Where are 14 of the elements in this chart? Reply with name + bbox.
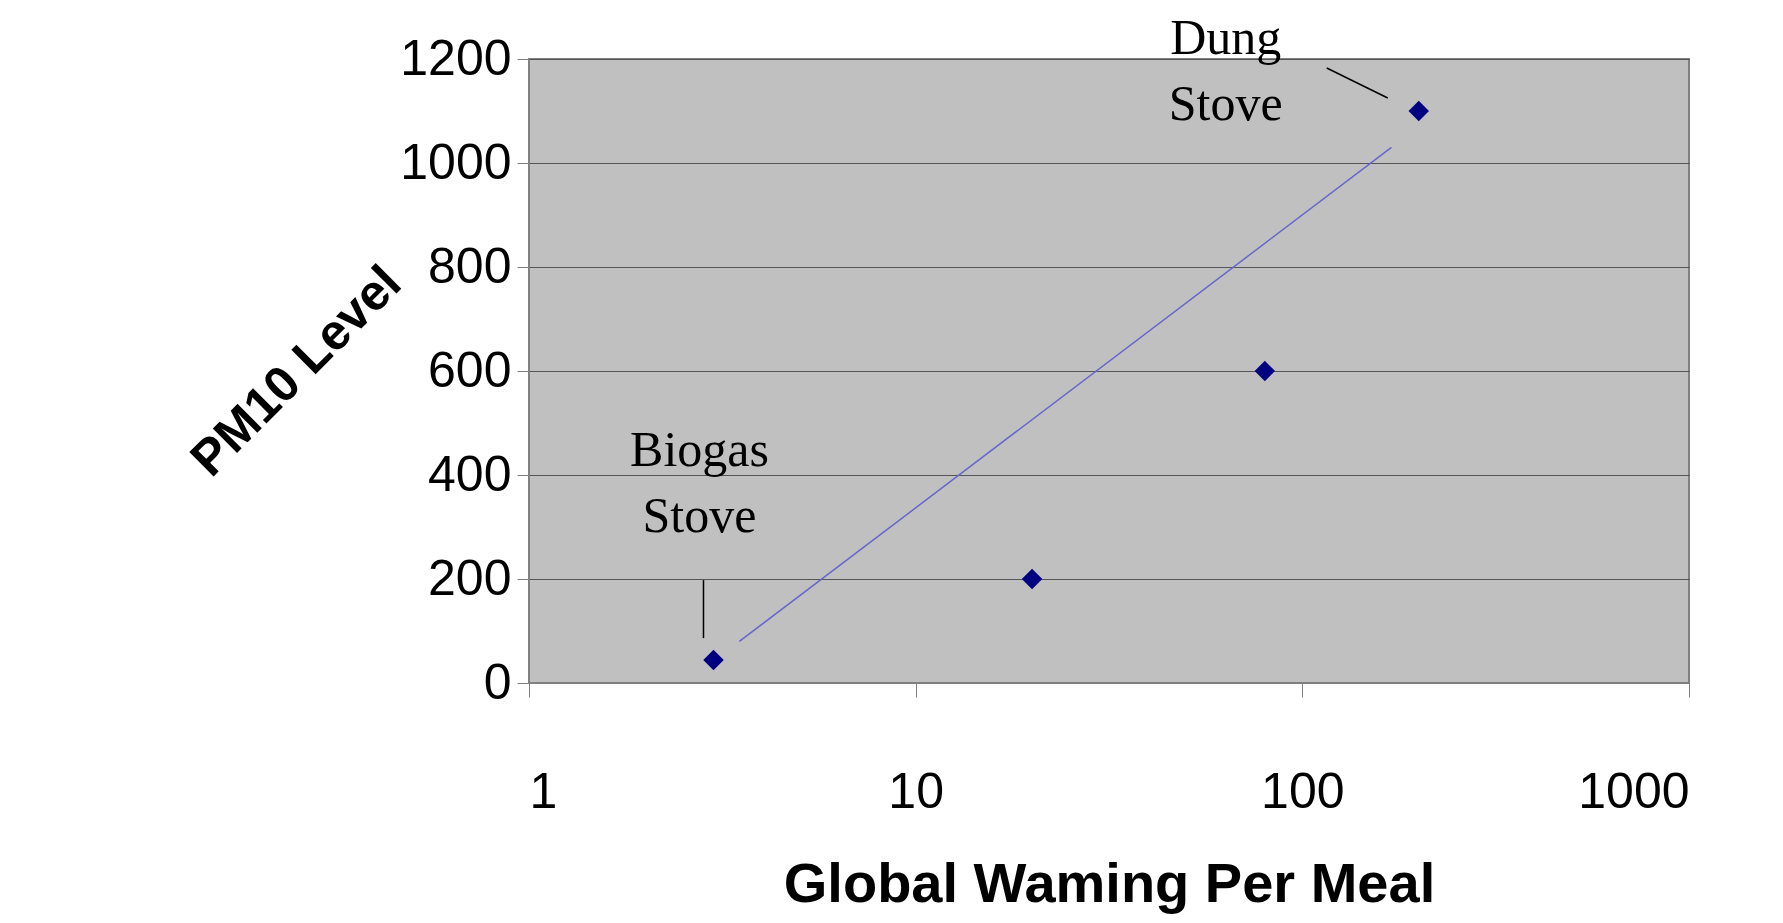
y-tick-label: 1000 <box>400 133 512 190</box>
y-tick-label: 0 <box>483 653 512 710</box>
annotation: Dung Stove <box>1168 9 1283 131</box>
x-tick-label: 100 <box>1261 762 1345 819</box>
y-tick-label: 1200 <box>400 29 512 86</box>
x-tick-label: 10 <box>888 762 944 819</box>
y-tick-label: 600 <box>428 341 512 398</box>
annotation: Biogas Stove <box>630 421 769 544</box>
x-axis-title: Global Waming Per Meal <box>783 850 1436 914</box>
y-tick-label: 400 <box>428 445 512 502</box>
y-tick-label: 800 <box>428 237 512 294</box>
x-tick-label: 1 <box>529 762 558 819</box>
x-tick-label: 1000 <box>1578 762 1690 819</box>
y-tick-label: 200 <box>428 549 512 606</box>
